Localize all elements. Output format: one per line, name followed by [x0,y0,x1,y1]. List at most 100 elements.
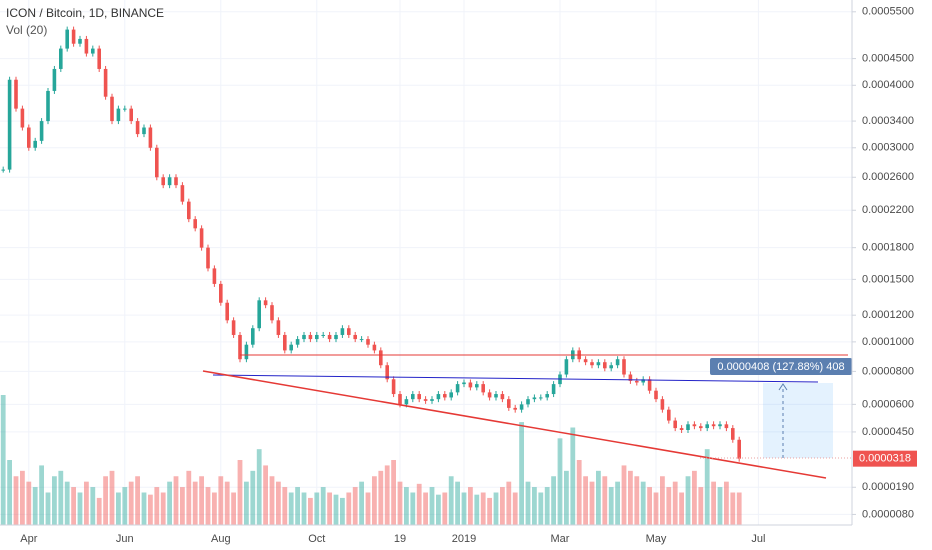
volume-bar [141,492,147,525]
volume-bar [122,487,128,525]
volume-bar [602,476,608,525]
candle-body [225,302,229,321]
volume-bar [474,494,480,525]
candle-body [532,397,537,400]
volume-bar [327,492,332,525]
volume-bar [500,487,505,525]
volume-bar [180,487,185,525]
chart-title: ICON / Bitcoin, 1D, BINANCE [6,6,164,20]
volume-bar [455,481,460,525]
candle-body [423,399,428,401]
drawings: 0.0000408 (127.88%) 408 [202,354,852,479]
volume-bar [320,487,326,525]
candle-body [705,424,709,429]
candle-body [1,169,5,171]
x-tick-label: Mar [551,533,570,545]
volume-bar [359,481,364,525]
volume-bar [20,470,25,525]
volume-bar [551,476,556,525]
candle-body [308,334,313,340]
candle-body [212,268,217,284]
candle-body [731,428,735,440]
candle-body [615,359,620,366]
y-tick-label: 0.0004000 [862,79,914,91]
volume-bar [365,492,371,525]
volume-bar [250,470,256,525]
candle-body [500,394,505,400]
x-tick-label: Jun [116,533,134,545]
candle-body [97,48,101,69]
volume-bar [679,492,684,525]
volume-bar [135,476,140,525]
candle-body [385,365,389,380]
volume-bar [436,494,441,525]
volume-bar [538,492,544,525]
candle-body [251,328,255,345]
candle-body [596,362,601,366]
candle-body [699,426,703,429]
candle-body [65,29,69,49]
candle-body [462,382,466,385]
volume-bar [308,497,313,525]
candle-body [129,108,133,122]
candle-body [295,339,300,345]
x-tick-label: Aug [211,533,231,545]
candle-body [302,334,306,340]
candle-body [7,79,12,170]
volume-bar [704,449,710,525]
candle-body [622,359,626,375]
volume-bar [218,476,224,525]
volume-bar [295,487,300,525]
volume-bar [692,470,697,525]
candle-body [449,392,453,398]
candle-body [148,127,153,148]
candle-body [539,397,543,399]
volume-bar [205,487,211,525]
volume-bar [263,465,268,525]
candle-body [59,48,63,69]
candle-body [673,420,677,429]
volume-bar [589,481,595,525]
volume-bar [397,481,403,525]
volume-bar [487,497,492,525]
y-tick-label: 0.0003000 [862,142,914,154]
candle-body [180,185,185,202]
candle-body [526,399,530,405]
volume-bar [71,487,76,525]
candle-body [103,68,108,97]
volume-bar [52,476,57,525]
measure-label: 0.0000408 (127.88%) 408 [717,361,844,373]
volume-bar [512,492,518,525]
trend-line [202,370,827,479]
volume-bar [90,487,96,525]
volume-bar [615,481,620,525]
candle-body [78,38,82,44]
candle-body [443,394,447,398]
candle-body [628,374,633,381]
volume-bar [634,476,640,525]
x-tick-label: Oct [308,533,325,545]
volume-bar [628,470,633,525]
volume-bar [340,497,345,525]
volume-bar [384,465,390,525]
candle-body [340,328,345,335]
volume-bar [583,476,588,525]
volume-pane [0,395,742,525]
volume-bar [96,497,102,525]
candle-body [718,424,722,427]
axes: 0.0005500 0.0004500 0.0004000 0.0003400 0.00… [20,6,917,545]
candle-body [411,394,415,400]
y-tick-label: 0.0000600 [862,398,914,410]
candle-body [545,394,549,398]
volume-bar [660,476,665,525]
y-tick-label: 0.0001800 [862,242,914,254]
candle-body [417,394,421,400]
measure-label-box [710,358,852,375]
candle-body [199,228,204,248]
grid [0,0,852,525]
candle-body [20,108,25,128]
volume-bar [391,460,396,525]
volume-bar [621,465,627,525]
volume-bar [519,422,524,525]
candle-body [487,392,492,398]
